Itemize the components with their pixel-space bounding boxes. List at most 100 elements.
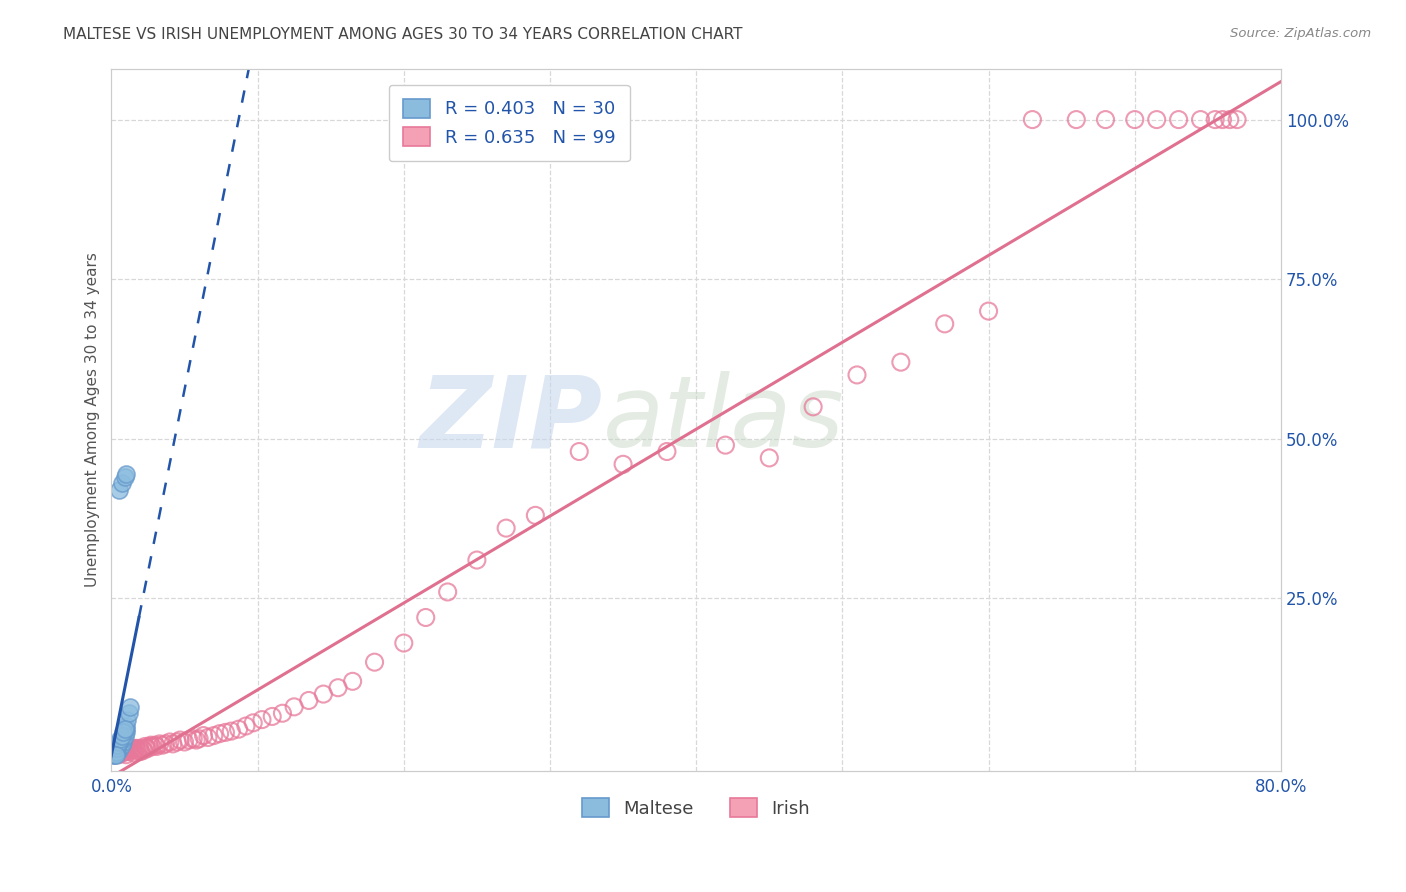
Irish	[242, 715, 264, 730]
Maltese	[115, 725, 138, 739]
Irish	[436, 585, 458, 599]
Maltese	[112, 725, 135, 739]
Irish	[1021, 112, 1043, 127]
Irish	[1211, 112, 1233, 127]
Maltese	[103, 747, 125, 762]
Irish	[1219, 112, 1241, 127]
Irish	[162, 737, 184, 751]
Maltese	[111, 476, 134, 491]
Maltese	[107, 741, 129, 756]
Irish	[283, 699, 305, 714]
Maltese	[111, 729, 134, 743]
Maltese	[105, 738, 128, 752]
Irish	[801, 400, 824, 414]
Irish	[105, 746, 128, 760]
Maltese	[107, 735, 129, 749]
Irish	[1204, 112, 1226, 127]
Irish	[934, 317, 956, 331]
Irish	[655, 444, 678, 458]
Irish	[312, 687, 335, 701]
Irish	[181, 731, 204, 746]
Irish	[221, 724, 243, 739]
Irish	[115, 738, 138, 752]
Maltese	[104, 746, 127, 760]
Irish	[235, 719, 257, 733]
Irish	[122, 746, 145, 760]
Maltese	[115, 719, 138, 733]
Irish	[135, 741, 157, 756]
Legend: Maltese, Irish: Maltese, Irish	[575, 791, 817, 825]
Irish	[612, 458, 634, 472]
Irish	[107, 745, 129, 759]
Irish	[103, 747, 125, 762]
Maltese	[115, 467, 138, 481]
Irish	[107, 747, 129, 762]
Irish	[1064, 112, 1087, 127]
Text: ZIP: ZIP	[419, 371, 603, 468]
Irish	[186, 733, 208, 747]
Irish	[1123, 112, 1146, 127]
Irish	[977, 304, 1000, 318]
Irish	[159, 735, 181, 749]
Maltese	[112, 731, 135, 746]
Maltese	[120, 699, 142, 714]
Irish	[392, 636, 415, 650]
Irish	[118, 745, 141, 759]
Irish	[149, 737, 172, 751]
Irish	[228, 722, 250, 736]
Maltese	[105, 741, 128, 756]
Irish	[214, 725, 236, 739]
Irish	[117, 743, 139, 757]
Irish	[112, 746, 135, 760]
Y-axis label: Unemployment Among Ages 30 to 34 years: Unemployment Among Ages 30 to 34 years	[86, 252, 100, 587]
Irish	[714, 438, 737, 452]
Irish	[108, 746, 131, 760]
Irish	[326, 681, 349, 695]
Maltese	[118, 706, 141, 721]
Irish	[108, 743, 131, 757]
Maltese	[112, 735, 135, 749]
Irish	[132, 743, 155, 757]
Maltese	[114, 470, 136, 484]
Irish	[104, 745, 127, 759]
Irish	[465, 553, 488, 567]
Irish	[143, 738, 166, 752]
Text: MALTESE VS IRISH UNEMPLOYMENT AMONG AGES 30 TO 34 YEARS CORRELATION CHART: MALTESE VS IRISH UNEMPLOYMENT AMONG AGES…	[63, 27, 742, 42]
Irish	[111, 745, 134, 759]
Irish	[1189, 112, 1212, 127]
Irish	[134, 739, 156, 754]
Irish	[495, 521, 517, 535]
Maltese	[114, 722, 136, 736]
Irish	[1146, 112, 1168, 127]
Irish	[1094, 112, 1116, 127]
Irish	[1226, 112, 1249, 127]
Irish	[155, 737, 177, 751]
Irish	[120, 743, 142, 757]
Maltese	[108, 731, 131, 746]
Irish	[173, 735, 195, 749]
Irish	[122, 741, 145, 756]
Irish	[524, 508, 547, 523]
Text: atlas: atlas	[603, 371, 844, 468]
Irish	[208, 726, 231, 740]
Irish	[115, 741, 138, 756]
Irish	[139, 738, 162, 752]
Irish	[104, 746, 127, 760]
Maltese	[107, 743, 129, 757]
Irish	[250, 713, 273, 727]
Irish	[114, 741, 136, 756]
Irish	[188, 731, 211, 746]
Irish	[112, 743, 135, 757]
Irish	[105, 743, 128, 757]
Irish	[111, 741, 134, 756]
Irish	[145, 739, 167, 754]
Irish	[118, 741, 141, 756]
Maltese	[111, 738, 134, 752]
Irish	[166, 735, 188, 749]
Irish	[1167, 112, 1189, 127]
Irish	[298, 693, 321, 707]
Irish	[128, 741, 150, 756]
Maltese	[104, 747, 127, 762]
Irish	[138, 739, 160, 754]
Irish	[363, 655, 385, 669]
